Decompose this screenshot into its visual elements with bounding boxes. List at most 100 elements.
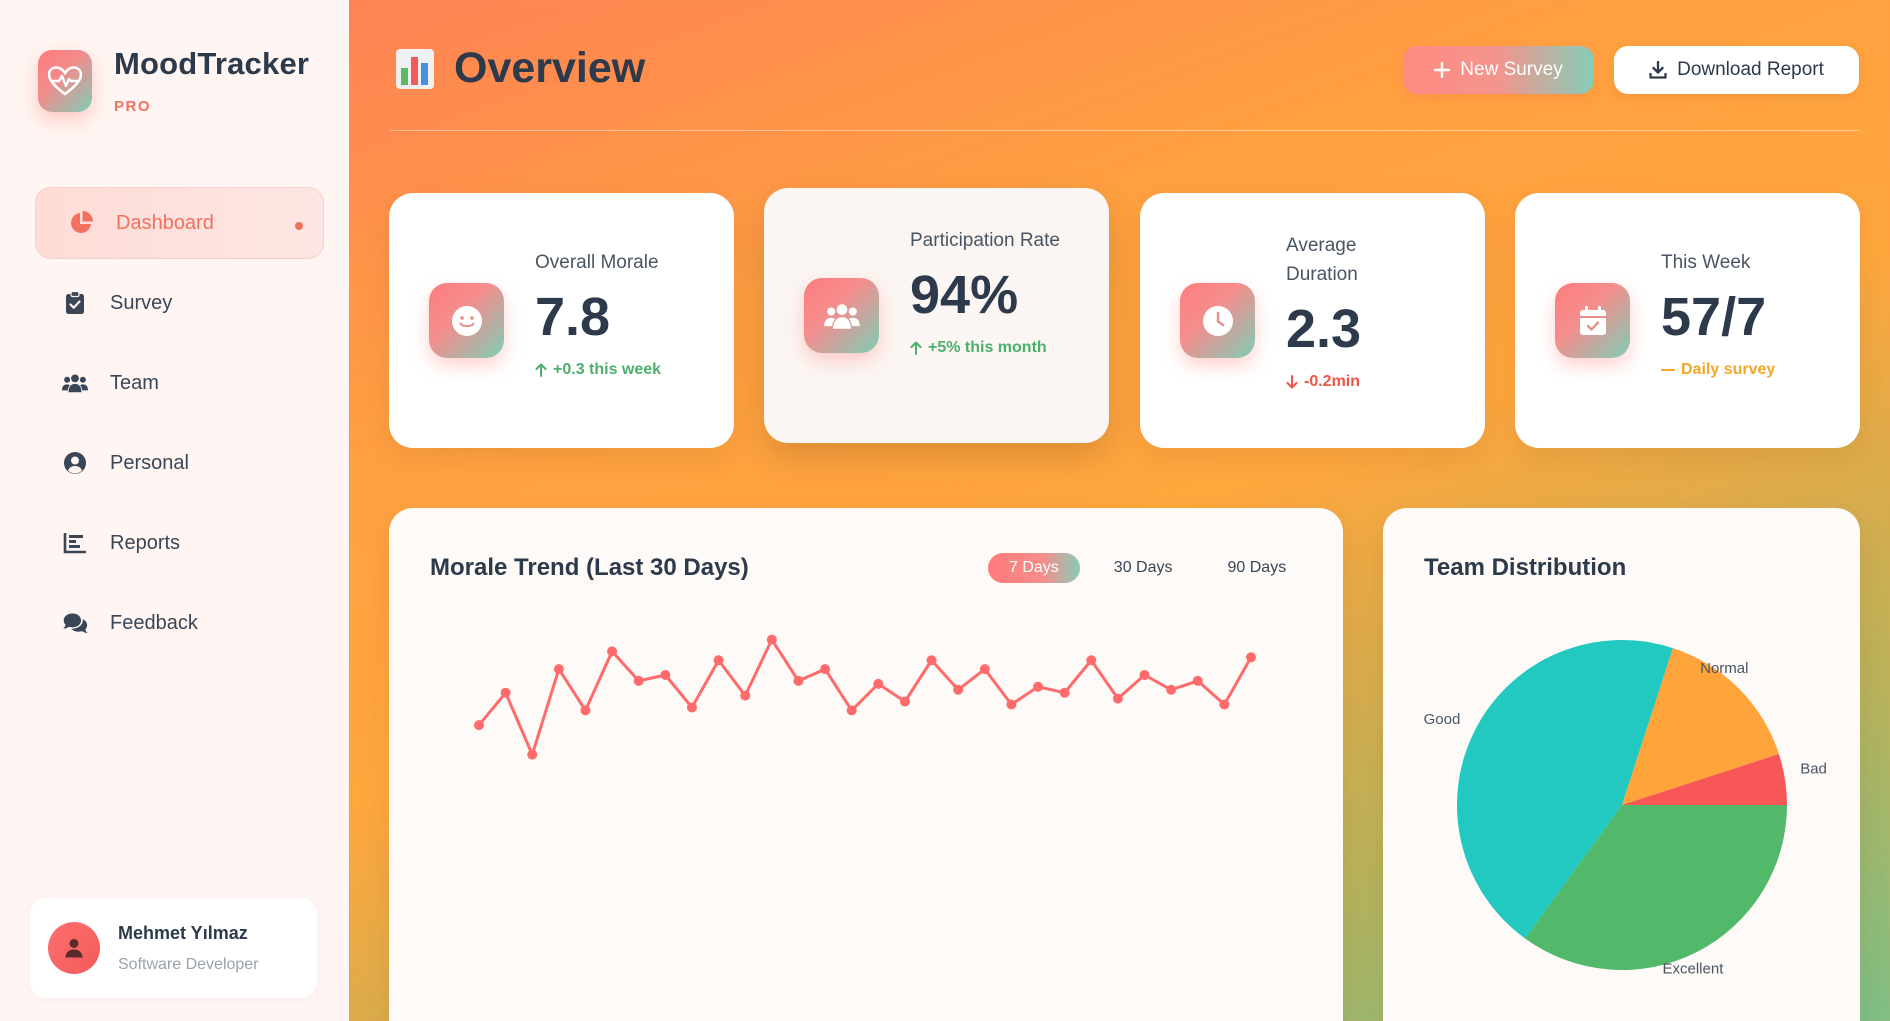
stat-card-participation-rate[interactable]: Participation Rate 94% +5% this month [764, 188, 1109, 443]
trend-point[interactable] [820, 664, 831, 675]
team-distribution-title: Team Distribution [1424, 554, 1627, 581]
trend-point[interactable] [1006, 699, 1017, 710]
pie-chart-icon [68, 210, 94, 236]
sidebar-item-reports[interactable]: Reports [35, 507, 324, 579]
trend-point[interactable] [926, 655, 937, 666]
pie-label-normal: Normal [1700, 660, 1748, 677]
stat-value: 57/7 [1661, 287, 1767, 347]
team-distribution-chart: Good Normal Bad Excellent [1424, 640, 1827, 977]
new-survey-button[interactable]: New Survey [1403, 46, 1594, 94]
sidebar-item-label: Survey [110, 291, 173, 314]
stat-change-text: +5% this month [928, 339, 1047, 356]
arrow-down-icon [1286, 375, 1298, 389]
trend-point[interactable] [1086, 655, 1097, 666]
trend-point[interactable] [740, 690, 751, 701]
sidebar-item-label: Dashboard [116, 211, 214, 234]
trend-point[interactable] [1166, 684, 1177, 695]
pie-label-bad: Bad [1800, 761, 1827, 778]
trend-point[interactable] [1112, 693, 1123, 704]
user-icon [65, 939, 83, 958]
pie-slice-normal[interactable] [1622, 648, 1779, 805]
download-report-label: Download Report [1677, 59, 1824, 80]
bar-chart-emoji-icon [396, 48, 434, 89]
stat-value: 94% [910, 265, 1019, 325]
trend-point[interactable] [607, 646, 618, 657]
sidebar: MoodTracker PRO Dashboard Sur [0, 0, 349, 1021]
trend-point[interactable] [553, 664, 564, 675]
trend-point[interactable] [580, 705, 591, 716]
clock-icon [1180, 283, 1255, 358]
user-circle-icon [62, 450, 88, 476]
stat-label: Overall Morale [535, 252, 659, 273]
morale-trend-panel: Morale Trend (Last 30 Days) 7 Days 30 Da… [389, 508, 1343, 1021]
sidebar-item-label: Team [110, 371, 159, 394]
trend-point[interactable] [1246, 652, 1256, 663]
sidebar-item-survey[interactable]: Survey [35, 267, 324, 339]
sidebar-item-label: Feedback [110, 611, 198, 634]
stat-change: -0.2min [1286, 373, 1465, 391]
range-tabs: 7 Days 30 Days 90 Days [988, 553, 1320, 583]
page-title: Overview [395, 44, 645, 93]
user-profile-card[interactable]: Mehmet Yılmaz Software Developer [30, 898, 317, 998]
team-distribution-panel: Team Distribution Good Normal Bad Excellent [1383, 508, 1860, 1021]
trend-point[interactable] [1033, 681, 1044, 692]
stat-change-text: Daily survey [1681, 361, 1776, 378]
clipboard-check-icon [62, 290, 88, 316]
trend-point[interactable] [766, 634, 777, 645]
trend-point[interactable] [793, 675, 804, 686]
trend-point[interactable] [979, 664, 990, 675]
trend-point[interactable] [846, 705, 857, 716]
pie-label-excellent: Excellent [1663, 960, 1725, 977]
brand[interactable]: MoodTracker PRO [38, 46, 309, 115]
users-icon [804, 278, 879, 353]
stat-value: 7.8 [535, 287, 611, 347]
pie-slice-excellent[interactable] [1525, 805, 1787, 970]
stat-change: +0.3 this week [535, 361, 714, 379]
stat-card-this-week[interactable]: This Week 57/7 Daily survey [1515, 193, 1860, 448]
trend-point[interactable] [1219, 699, 1230, 710]
stat-label: Average Duration [1286, 235, 1358, 285]
active-indicator-dot [295, 222, 303, 230]
stat-change-text: +0.3 this week [553, 361, 662, 378]
trend-point[interactable] [953, 684, 964, 695]
header-divider [390, 130, 1860, 131]
trend-point[interactable] [873, 678, 884, 689]
stat-card-average-duration[interactable]: Average Duration 2.3 -0.2min [1140, 193, 1485, 448]
sidebar-item-personal[interactable]: Personal [35, 427, 324, 499]
sidebar-item-label: Personal [110, 451, 189, 474]
page-title-text: Overview [454, 44, 646, 92]
heart-pulse-icon [38, 49, 92, 112]
pie-slice-good[interactable] [1457, 640, 1673, 939]
download-report-button[interactable]: Download Report [1614, 46, 1859, 94]
trend-point[interactable] [686, 702, 697, 713]
tab-7-days[interactable]: 7 Days [988, 553, 1080, 583]
stat-label: This Week [1661, 252, 1751, 273]
sidebar-item-team[interactable]: Team [35, 347, 324, 419]
sidebar-item-label: Reports [110, 531, 181, 554]
trend-point[interactable] [500, 687, 511, 698]
stat-change: Daily survey [1661, 361, 1840, 379]
stat-card-overall-morale[interactable]: Overall Morale 7.8 +0.3 this week [389, 193, 734, 448]
trend-point[interactable] [474, 720, 484, 731]
smile-icon [429, 283, 504, 358]
tab-30-days[interactable]: 30 Days [1113, 559, 1173, 576]
morale-trend-chart [474, 634, 1256, 760]
trend-point[interactable] [1059, 687, 1070, 698]
trend-point[interactable] [899, 696, 910, 707]
trend-point[interactable] [660, 670, 671, 680]
trend-point[interactable] [1139, 670, 1150, 680]
new-survey-label: New Survey [1460, 59, 1563, 80]
trend-point[interactable] [633, 675, 644, 686]
dash-icon [1661, 369, 1675, 371]
stat-label: Participation Rate [910, 230, 1060, 251]
stat-change: +5% this month [910, 339, 1089, 357]
tab-90-days[interactable]: 90 Days [1227, 559, 1287, 576]
pie-slice-bad[interactable] [1622, 754, 1787, 805]
comments-icon [62, 610, 88, 636]
arrow-up-icon [535, 363, 547, 377]
sidebar-item-dashboard[interactable]: Dashboard [35, 187, 324, 259]
trend-point[interactable] [713, 655, 724, 666]
trend-point[interactable] [527, 749, 538, 760]
sidebar-item-feedback[interactable]: Feedback [35, 587, 324, 659]
trend-point[interactable] [1192, 675, 1203, 686]
